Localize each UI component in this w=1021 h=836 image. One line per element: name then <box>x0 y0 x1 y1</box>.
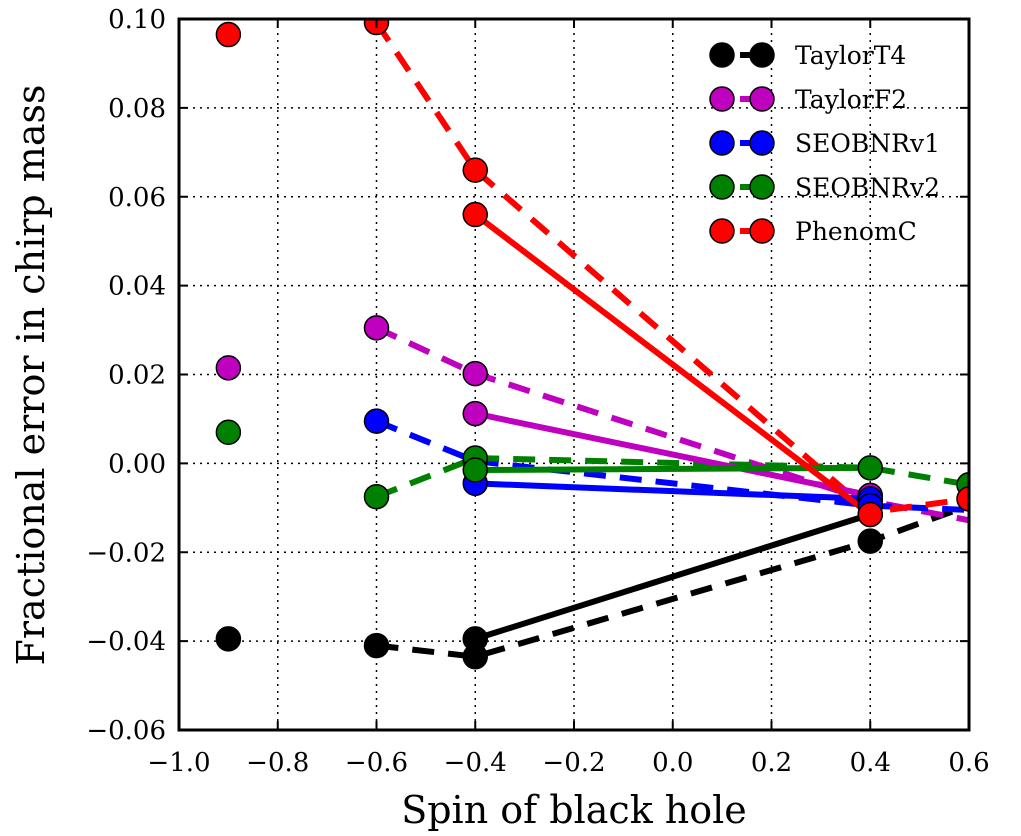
x-tick-label: −0.6 <box>345 748 408 778</box>
y-tick-label: −0.02 <box>86 538 166 568</box>
data-point-seobnrv2 <box>857 455 883 481</box>
y-tick-label: 0.00 <box>108 449 166 479</box>
x-tick-label: 0.0 <box>652 748 693 778</box>
y-tick-label: −0.04 <box>86 627 166 657</box>
data-point-seobnrv2 <box>363 483 390 510</box>
x-tick-label: −0.4 <box>444 748 507 778</box>
x-tick-label: −0.2 <box>542 748 605 778</box>
x-tick-label: 0.2 <box>751 748 792 778</box>
series-dashed-line-taylort4 <box>376 502 969 660</box>
data-point-taylort4 <box>215 626 242 652</box>
y-tick-label: 0.08 <box>108 94 166 124</box>
data-point-taylort4 <box>363 632 390 659</box>
series-solid-line-taylort4 <box>474 511 872 642</box>
data-point-taylort4 <box>857 528 883 554</box>
x-tick-label: 0.6 <box>948 748 989 778</box>
legend-label-phenomc: PhenomC <box>795 217 917 246</box>
legend: TaylorT4 TaylorF2 SEOBNRv1 SEOBNRv2 PhenomC <box>709 41 940 246</box>
y-tick-label: 0.02 <box>108 361 166 391</box>
y-tick-label: 0.06 <box>108 183 166 213</box>
ticks <box>178 18 970 731</box>
series-solid-line-phenomc <box>473 212 873 517</box>
series-dashed-line-seobnrv1 <box>375 418 969 514</box>
legend-marker-taylorf2 <box>709 86 735 112</box>
legend-label-taylorf2: TaylorF2 <box>795 85 907 114</box>
y-tick-label: 0.04 <box>108 272 166 302</box>
legend-marker-seobnrv2 <box>709 174 735 200</box>
y-tick-label: −0.06 <box>86 716 166 746</box>
legend-marker-seobnrv1 <box>709 130 735 156</box>
data-point-taylorf2 <box>363 315 390 341</box>
y-tick-label: 0.10 <box>108 5 166 35</box>
x-axis-label: Spin of black hole <box>401 788 747 832</box>
legend-marker-taylorf2 <box>749 86 775 112</box>
legend-marker-taylort4 <box>749 42 775 68</box>
x-tick-label: 0.4 <box>850 748 891 778</box>
series-dashed-line-seobnrv2 <box>375 455 969 500</box>
legend-marker-seobnrv2 <box>749 174 775 200</box>
data-point-phenomc <box>462 201 488 228</box>
x-tick-label: −0.8 <box>246 748 309 778</box>
legend-item-phenomc: PhenomC <box>709 217 917 246</box>
data-point-seobnrv2 <box>462 457 488 483</box>
tick-labels: −1.0 −0.8 −0.6 −0.4 −0.2 0.0 0.2 0.4 0.6 −0.06 −0.… <box>86 5 989 778</box>
data-point-phenomc <box>462 157 488 183</box>
y-axis-label: Fractional error in chirp mass <box>9 85 53 666</box>
series-dashed-line-taylorf2 <box>375 325 969 524</box>
legend-label-taylort4: TaylorT4 <box>795 41 906 70</box>
legend-marker-phenomc <box>749 218 775 244</box>
series-solid-line-seobnrv1 <box>475 480 871 502</box>
data-point-seobnrv2 <box>215 419 242 446</box>
legend-item-taylort4: TaylorT4 <box>709 41 906 70</box>
legend-marker-seobnrv1 <box>749 130 775 156</box>
legend-marker-phenomc <box>709 218 735 244</box>
data-point-phenomc <box>215 21 242 48</box>
legend-item-seobnrv2: SEOBNRv2 <box>709 173 940 202</box>
data-point-taylorf2 <box>462 400 488 427</box>
legend-item-seobnrv1: SEOBNRv1 <box>709 129 940 158</box>
data-point-taylorf2 <box>215 355 242 381</box>
series-dashed-line-phenomc <box>374 20 969 516</box>
series-solid-line-taylorf2 <box>474 410 871 499</box>
data-point-phenomc <box>857 501 883 528</box>
legend-label-seobnrv1: SEOBNRv1 <box>795 129 940 158</box>
data-point-taylorf2 <box>462 360 488 387</box>
data-point-phenomc <box>956 486 969 512</box>
data-point-taylort4 <box>462 643 488 670</box>
legend-marker-taylort4 <box>709 42 735 68</box>
legend-label-seobnrv2: SEOBNRv2 <box>795 173 940 202</box>
series-layer <box>215 19 969 670</box>
x-tick-label: −1.0 <box>147 748 210 778</box>
grid <box>179 19 969 730</box>
legend-item-taylorf2: TaylorF2 <box>709 85 907 114</box>
data-point-seobnrv1 <box>363 408 390 434</box>
